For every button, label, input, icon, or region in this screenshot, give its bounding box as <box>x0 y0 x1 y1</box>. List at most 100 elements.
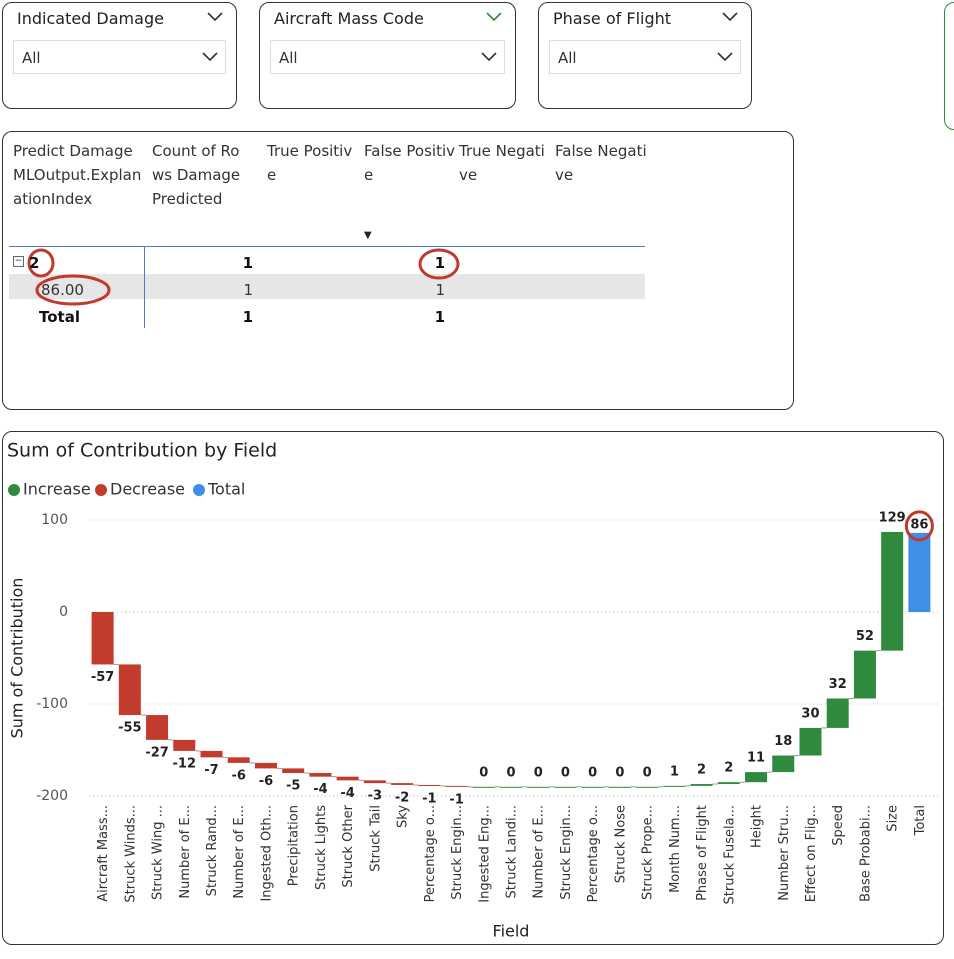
data-label: -5 <box>286 779 300 794</box>
data-label: 32 <box>829 677 847 692</box>
cell-value: 1 <box>242 254 253 272</box>
x-tick-label: Struck Tail <box>368 805 383 872</box>
x-tick-label: Ingested Oth... <box>259 805 274 902</box>
highlight-circle <box>418 248 460 280</box>
data-label: 0 <box>561 765 570 780</box>
slicer-title: Indicated Damage <box>17 9 164 28</box>
data-label: -12 <box>173 756 197 771</box>
data-label: 2 <box>724 761 733 776</box>
chevron[interactable] <box>201 51 219 63</box>
x-tick-label: Struck Rand... <box>205 805 220 896</box>
data-label: 18 <box>774 734 792 749</box>
x-tick-label: Phase of Flight <box>695 805 710 901</box>
bar <box>527 786 550 788</box>
data-label: 11 <box>747 751 765 766</box>
bar <box>173 739 196 751</box>
cell-value: 1 <box>435 281 445 299</box>
row-header: 2 <box>29 254 40 272</box>
slicer-dropdown[interactable]: All <box>549 40 741 74</box>
bar <box>772 755 795 773</box>
column-header[interactable]: Predict Damage MLOutput.ExplanationIndex <box>13 142 142 208</box>
data-label: 30 <box>801 706 819 721</box>
legend-label: Decrease <box>110 480 185 499</box>
bar <box>554 786 577 788</box>
dropdown-value: All <box>22 49 41 67</box>
column-header[interactable]: False Negative <box>555 142 647 184</box>
x-tick-label: Struck Engin... <box>559 805 574 900</box>
chevron[interactable] <box>721 11 739 23</box>
data-label: 0 <box>534 765 543 780</box>
data-label: 2 <box>697 763 706 778</box>
x-tick-label: Struck Fusela... <box>722 805 737 905</box>
header-rule <box>9 246 645 247</box>
x-tick-label: Number of E... <box>532 805 547 899</box>
data-label: -3 <box>368 789 382 804</box>
highlight-circle <box>904 510 934 542</box>
dropdown-value: All <box>558 49 577 67</box>
bar <box>500 786 522 788</box>
x-tick-label: Sky <box>396 805 411 828</box>
x-tick-label: Total <box>913 805 928 836</box>
slicer: Indicated Damage All <box>2 2 237 109</box>
chevron[interactable] <box>206 11 224 23</box>
collapse-icon[interactable]: − <box>13 256 24 267</box>
bar <box>363 780 386 784</box>
data-label: 0 <box>643 765 652 780</box>
cell-value: 1 <box>242 308 253 326</box>
y-tick-label: 100 <box>41 512 68 528</box>
data-label: 0 <box>479 765 488 780</box>
x-tick-label: Struck Winds... <box>123 805 138 903</box>
chevron[interactable] <box>485 11 503 23</box>
data-label: -4 <box>340 786 354 801</box>
x-tick-label: Size <box>886 805 901 832</box>
cell-value: 1 <box>434 308 445 326</box>
bar <box>91 612 114 665</box>
chart-title: Sum of Contribution by Field <box>7 440 277 462</box>
row-highlight <box>9 274 645 299</box>
column-header[interactable]: True Negative <box>459 142 545 184</box>
column-header[interactable]: Count of Rows Damage Predicted <box>152 142 241 208</box>
cell-value: 1 <box>434 254 445 272</box>
data-label: -1 <box>449 792 463 807</box>
bar <box>717 782 740 785</box>
legend-label: Increase <box>23 480 91 499</box>
column-header[interactable]: True Positive <box>267 142 353 184</box>
row-header: Total <box>39 308 80 326</box>
x-tick-label: Effect on Flig... <box>804 805 819 902</box>
legend-marker <box>8 484 20 496</box>
x-tick-label: Percentage o... <box>423 805 438 902</box>
column-header[interactable]: False Positive <box>364 142 456 184</box>
slicer-dropdown[interactable]: All <box>270 40 505 74</box>
y-axis-title: Sum of Contribution <box>8 578 27 739</box>
highlight-circle <box>27 248 55 278</box>
data-label: -2 <box>395 790 409 805</box>
bar <box>881 531 904 651</box>
x-tick-label: Speed <box>831 805 846 846</box>
data-label: -27 <box>145 745 169 760</box>
y-tick-label: 0 <box>59 604 68 620</box>
column-rule <box>144 246 145 328</box>
bar <box>200 750 223 758</box>
bar <box>608 786 631 788</box>
bar <box>282 768 305 773</box>
bar <box>146 715 169 740</box>
bar <box>826 698 849 728</box>
x-tick-label: Month Num... <box>668 805 683 893</box>
slicer-dropdown[interactable]: All <box>13 40 226 74</box>
x-tick-label: Number of E... <box>232 805 247 899</box>
x-tick-label: Base Probabi... <box>858 805 873 902</box>
bar <box>581 786 604 788</box>
bar <box>636 786 659 788</box>
x-tick-label: Height <box>750 805 765 848</box>
sort-arrow[interactable]: ▼ <box>364 230 372 241</box>
data-label: 52 <box>856 629 874 644</box>
data-label: -6 <box>232 768 246 783</box>
chevron[interactable] <box>716 51 734 63</box>
x-tick-label: Percentage o... <box>586 805 601 902</box>
x-tick-label: Struck Nose <box>613 805 628 883</box>
chevron[interactable] <box>480 51 498 63</box>
x-tick-label: Struck Prope... <box>641 805 656 900</box>
x-tick-label: Struck Lights <box>314 805 329 890</box>
bar <box>690 784 713 786</box>
